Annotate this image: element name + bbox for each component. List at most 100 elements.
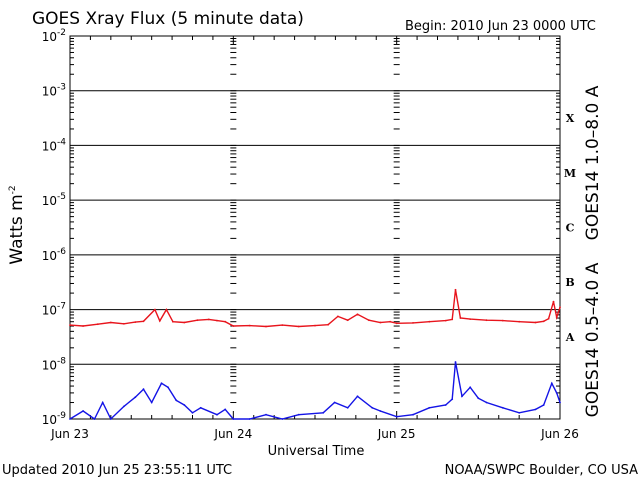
- y-tick-exponent: -3: [57, 83, 66, 93]
- data-point: [327, 323, 329, 326]
- y-tick-exponent: -8: [57, 356, 66, 366]
- data-point: [346, 319, 349, 322]
- series-line-1: [69, 361, 561, 421]
- y-tick-label: 10-8: [42, 356, 67, 372]
- data-point: [232, 325, 235, 327]
- y-tick-label: 10-4: [42, 137, 67, 153]
- data-point: [542, 320, 545, 323]
- chart-title: GOES Xray Flux (5 minute data): [32, 9, 304, 29]
- y-tick-label: 10-6: [42, 247, 67, 263]
- flare-class-label: C: [566, 222, 575, 235]
- series-label-short: GOES14 0.5–4.0 A: [583, 262, 603, 417]
- data-point: [123, 405, 125, 408]
- data-point: [501, 319, 504, 322]
- data-point: [134, 321, 137, 323]
- y-tick-label: 10-5: [42, 192, 66, 208]
- y-tick-labels: 10-210-310-410-510-610-710-810-9: [42, 28, 67, 427]
- data-point: [142, 388, 145, 391]
- y-axis-label-exponent: -2: [8, 185, 18, 194]
- data-point: [216, 319, 218, 322]
- data-point: [101, 401, 104, 404]
- data-point: [158, 320, 161, 322]
- y-tick-exponent: -9: [57, 411, 66, 421]
- credit-label: NOAA/SWPC Boulder, CO USA: [445, 463, 638, 478]
- data-point: [265, 413, 267, 416]
- plot-frame: [69, 35, 561, 420]
- data-point: [199, 406, 202, 409]
- y-tick-label: 10-7: [42, 302, 66, 318]
- data-point: [379, 321, 382, 324]
- y-tick-base: 10: [42, 358, 57, 372]
- data-point: [477, 397, 480, 400]
- data-point: [559, 401, 561, 404]
- y-tick-base: 10: [42, 304, 57, 318]
- data-point: [96, 323, 99, 326]
- data-point: [297, 413, 300, 416]
- flare-class-label: M: [564, 167, 576, 180]
- x-tick-label: Jun 23: [50, 427, 89, 441]
- data-point: [172, 320, 174, 323]
- data-point: [337, 315, 339, 318]
- data-point: [232, 418, 235, 420]
- data-point: [69, 324, 71, 326]
- data-point: [550, 382, 553, 385]
- y-tick-base: 10: [42, 194, 57, 208]
- data-point: [379, 410, 382, 412]
- data-point: [183, 404, 186, 406]
- data-point: [142, 320, 145, 323]
- data-point: [451, 398, 454, 401]
- data-point: [461, 395, 463, 398]
- begin-label: Begin: 2010 Jun 23 0000 UTC: [405, 19, 596, 34]
- data-point: [109, 418, 112, 420]
- y-axis-label: Watts m-2: [7, 185, 27, 264]
- data-point: [207, 318, 210, 321]
- data-point: [459, 317, 462, 319]
- flare-class-labels: X M C B A: [564, 112, 576, 344]
- x-tick-label: Jun 24: [213, 427, 252, 441]
- data-point: [395, 322, 398, 325]
- data-point: [248, 324, 251, 327]
- y-tick-exponent: -7: [57, 302, 66, 312]
- x-tick-labels: Jun 23 Jun 24 Jun 25 Jun 26: [50, 427, 579, 441]
- data-point: [501, 406, 504, 409]
- data-point: [469, 318, 472, 320]
- data-point: [555, 316, 558, 319]
- data-point: [389, 320, 391, 323]
- data-point: [547, 317, 550, 320]
- data-point: [191, 411, 194, 414]
- data-point: [265, 325, 267, 328]
- data-point: [412, 413, 414, 416]
- data-point: [542, 404, 545, 406]
- data-point: [333, 401, 336, 404]
- data-point: [412, 322, 414, 324]
- data-point: [395, 415, 398, 418]
- y-axis-label-text: Watts m: [7, 194, 27, 264]
- data-point: [346, 406, 349, 409]
- plot-border: [69, 35, 561, 420]
- series-lines: [69, 288, 561, 421]
- flare-class-label: A: [565, 331, 575, 344]
- series-line-0: [69, 289, 561, 328]
- data-point: [356, 395, 359, 398]
- data-point: [123, 322, 125, 325]
- data-point: [175, 399, 178, 402]
- data-point: [454, 288, 457, 291]
- data-point: [555, 392, 558, 394]
- data-point: [82, 325, 84, 327]
- y-tick-exponent: -4: [57, 137, 66, 147]
- data-point: [224, 408, 227, 411]
- data-point: [281, 418, 284, 420]
- data-point: [356, 313, 359, 316]
- x-axis-label: Universal Time: [268, 444, 365, 459]
- grid-lines: [69, 36, 561, 420]
- data-point: [485, 319, 488, 322]
- data-point: [469, 386, 472, 389]
- flare-class-label: B: [565, 276, 574, 289]
- y-tick-exponent: -2: [57, 28, 66, 38]
- data-point: [248, 418, 251, 420]
- x-tick-label: Jun 26: [540, 427, 579, 441]
- data-point: [534, 321, 537, 324]
- data-point: [518, 320, 521, 323]
- y-tick-label: 10-2: [42, 28, 66, 44]
